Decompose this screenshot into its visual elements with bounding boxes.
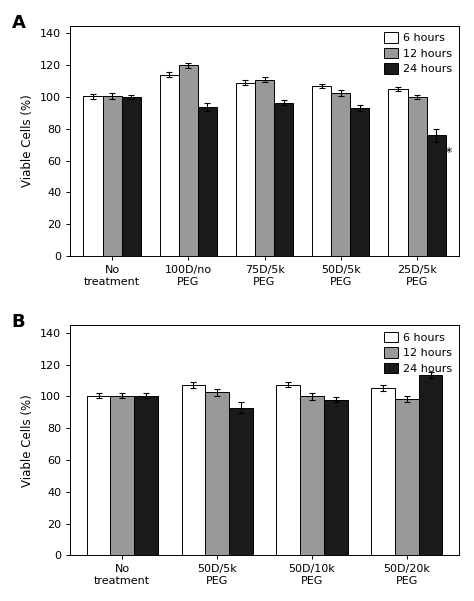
Bar — [110, 395, 134, 555]
Bar — [229, 407, 253, 555]
Bar — [274, 103, 293, 256]
Bar — [205, 392, 229, 555]
Bar — [312, 86, 331, 256]
Text: A: A — [12, 14, 26, 32]
Text: *: * — [445, 146, 451, 159]
Legend: 6 hours, 12 hours, 24 hours: 6 hours, 12 hours, 24 hours — [380, 327, 457, 378]
Bar — [350, 108, 369, 256]
Bar — [182, 385, 205, 555]
Bar — [160, 75, 179, 256]
Text: B: B — [12, 313, 26, 331]
Legend: 6 hours, 12 hours, 24 hours: 6 hours, 12 hours, 24 hours — [380, 28, 457, 79]
Bar — [87, 395, 110, 555]
Bar — [395, 399, 419, 555]
Bar — [121, 97, 141, 256]
Bar — [236, 83, 255, 256]
Bar — [134, 395, 158, 555]
Bar — [408, 97, 427, 256]
Bar — [331, 93, 350, 256]
Bar — [255, 79, 274, 256]
Bar — [389, 89, 408, 256]
Bar — [419, 375, 442, 555]
Bar — [324, 400, 347, 555]
Y-axis label: Viable Cells (%): Viable Cells (%) — [21, 394, 35, 487]
Bar — [179, 66, 198, 256]
Bar — [83, 96, 102, 256]
Y-axis label: Viable Cells (%): Viable Cells (%) — [21, 94, 35, 187]
Bar — [427, 135, 446, 256]
Bar — [198, 108, 217, 256]
Bar — [371, 388, 395, 555]
Bar — [276, 385, 300, 555]
Bar — [300, 397, 324, 555]
Bar — [102, 96, 121, 256]
